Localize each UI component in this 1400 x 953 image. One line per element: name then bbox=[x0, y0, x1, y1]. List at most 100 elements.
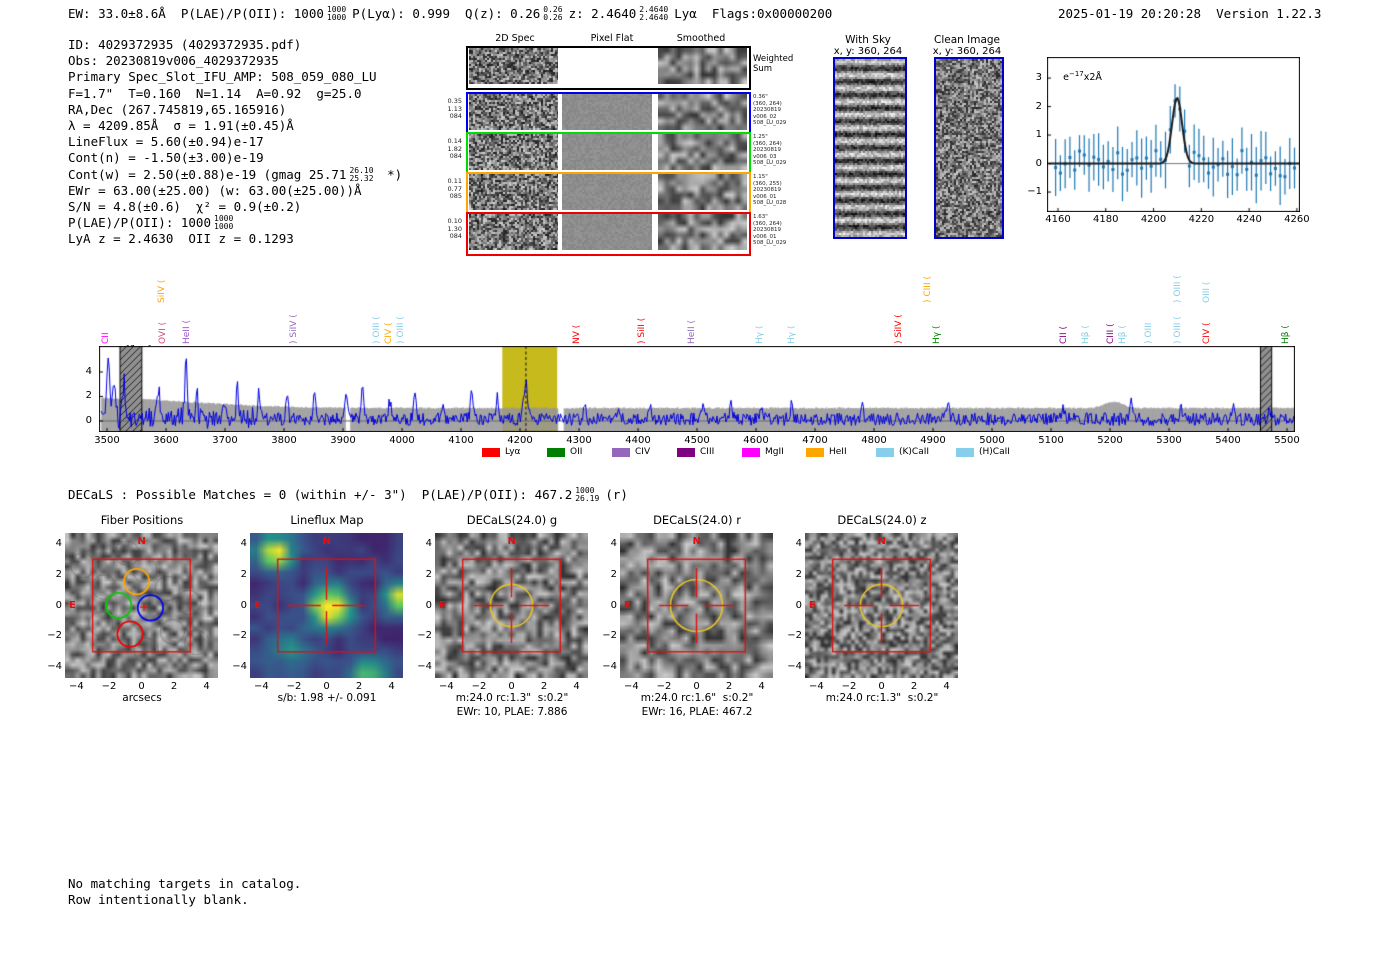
emission-line-label: CIV ( bbox=[1202, 322, 1213, 344]
legend-item: CIV bbox=[612, 447, 650, 457]
info-line-lambda: λ = 4209.85Å σ = 1.91(±0.45)Å bbox=[68, 118, 294, 133]
panel-y-tick-label: 4 bbox=[240, 537, 247, 549]
panel-y-tick-label: −4 bbox=[602, 661, 617, 673]
footer-blank-row: Row intentionally blank. bbox=[68, 892, 249, 907]
decals-text: DECaLS : Possible Matches = 0 (within +/… bbox=[68, 487, 573, 502]
fiber-positions-image bbox=[65, 533, 218, 678]
spec2d-right-value: (360, 255) bbox=[753, 180, 782, 187]
main-x-tick-label: 3900 bbox=[330, 435, 356, 446]
emission-line-label: Hγ ( bbox=[932, 325, 943, 344]
header-ew-plae: EW: 33.0±8.6Å P(LAE)/P(OII): 1000 bbox=[68, 6, 324, 21]
emission-line-label: OIII ( bbox=[1202, 281, 1213, 303]
panel-y-tick-label: −4 bbox=[787, 661, 802, 673]
panel-title-decals-r: DECaLS(24.0) r bbox=[653, 513, 741, 527]
frac-sub: 1000 bbox=[326, 12, 347, 22]
decals-z-image bbox=[805, 533, 958, 678]
spec2d-segment bbox=[562, 134, 652, 170]
panel-y-tick-label: 0 bbox=[240, 599, 247, 611]
panel-title-decals-g: DECaLS(24.0) g bbox=[466, 513, 558, 527]
info-line-radec: RA,Dec (267.745819,65.165916) bbox=[68, 102, 286, 117]
report-datetime: 2025-01-19 20:20:28 bbox=[1058, 6, 1201, 21]
main-x-tick-label: 3500 bbox=[94, 435, 120, 446]
header-plya-qz: P(Lyα): 0.999 Q(z): 0.26 bbox=[352, 6, 541, 21]
panel-y-tick-label: −2 bbox=[47, 630, 62, 642]
spec2d-row-right-label: 1.63" (360, 264) 20230819 v006_01 508_LU_029 bbox=[753, 214, 786, 247]
fraction: 0.26 0.26 bbox=[543, 6, 562, 21]
info-line-sn: S/N = 4.8(±0.6) χ² = 0.9(±0.2) bbox=[68, 199, 301, 214]
info-text: Obs: 20230819v006_4029372935 bbox=[68, 53, 279, 68]
emission-line-label: ) OIII ( bbox=[395, 316, 406, 344]
north-marker: N bbox=[692, 536, 701, 547]
panel-y-tick-label: −2 bbox=[602, 630, 617, 642]
decals-r-mag: m:24.0 rc:1.6" s:0.2" bbox=[640, 692, 754, 704]
legend-swatch bbox=[482, 447, 500, 457]
panel-x-tick-label: 4 bbox=[388, 681, 395, 692]
panel-y-tick-label: 2 bbox=[425, 568, 432, 580]
spec2d-right-value: (360, 264) bbox=[753, 140, 782, 147]
info-text: F=1.7" T=0.160 N=1.14 A=0.92 g=25.0 bbox=[68, 86, 362, 101]
inset-x-tick-label: 4180 bbox=[1093, 214, 1119, 225]
spec2d-row bbox=[466, 212, 751, 256]
spec2d-right-value: Sum bbox=[753, 64, 773, 74]
footer-text: No matching targets in catalog. bbox=[68, 876, 302, 891]
spec2d-right-value: 20230819 bbox=[753, 147, 781, 154]
main-x-tick-label: 5100 bbox=[1038, 435, 1064, 446]
spec2d-left-value: 0.77 bbox=[447, 184, 462, 193]
info-text: S/N = 4.8(±0.6) χ² = 0.9(±0.2) bbox=[68, 199, 302, 214]
withsky-image bbox=[833, 57, 907, 239]
main-y-tick-label: 0 bbox=[85, 414, 92, 426]
spec2d-right-value: v006_03 bbox=[753, 153, 777, 160]
spec2d-right-value: 1.15" bbox=[753, 174, 768, 180]
emission-line-label: Hγ ( bbox=[787, 325, 798, 344]
spec2d-row-left-label: 0.14 1.82 084 bbox=[440, 137, 462, 161]
main-x-tick-label: 4200 bbox=[507, 435, 533, 446]
legend-swatch bbox=[876, 447, 894, 457]
inset-spectrum-canvas bbox=[1047, 57, 1300, 212]
info-text: *) bbox=[379, 167, 403, 182]
panel-x-tick-label: −2 bbox=[471, 681, 487, 692]
spec2d-right-value: (360, 264) bbox=[753, 100, 782, 107]
spec2d-row-left-label: 0.35 1.13 084 bbox=[440, 97, 462, 121]
info-text: Primary Spec_Slot_IFU_AMP: 508_059_080_L… bbox=[68, 69, 377, 84]
panel-x-tick-label: −4 bbox=[809, 681, 824, 692]
spec2d-segment bbox=[469, 48, 558, 84]
panel-y-tick-label: 0 bbox=[610, 599, 617, 611]
panel-x-tick-label: 4 bbox=[943, 681, 950, 692]
info-text: LyA z = 2.4630 OII z = 0.1293 bbox=[68, 231, 294, 246]
decals-g-mag: m:24.0 rc:1.3" s:0.2" bbox=[455, 692, 569, 704]
unit-base: e bbox=[1063, 72, 1069, 84]
panel-y-tick-label: 0 bbox=[795, 599, 802, 611]
legend-label: CIII bbox=[700, 447, 715, 457]
legend-swatch bbox=[612, 447, 630, 457]
spec2d-segment bbox=[469, 134, 558, 170]
decals-g-plae: EWr: 10, PLAE: 7.886 bbox=[456, 706, 568, 718]
inset-y-tick-label: 1 bbox=[1035, 129, 1042, 141]
main-x-tick-label: 4600 bbox=[743, 435, 769, 446]
info-line-primary: Primary Spec_Slot_IFU_AMP: 508_059_080_L… bbox=[68, 69, 377, 84]
panel-x-tick-label: −2 bbox=[841, 681, 857, 692]
frac-sub: 2.4640 bbox=[639, 12, 669, 22]
info-text: λ = 4209.85Å σ = 1.91(±0.45)Å bbox=[68, 118, 294, 133]
legend-item: (K)CaII bbox=[876, 447, 929, 457]
main-y-tick-label: 2 bbox=[85, 390, 92, 402]
spec2d-left-value: 084 bbox=[449, 112, 462, 120]
inset-x-tick-label: 4240 bbox=[1236, 214, 1262, 225]
info-text: RA,Dec (267.745819,65.165916) bbox=[68, 102, 287, 117]
header-z: z: 2.4640 bbox=[568, 6, 637, 21]
inset-y-tick-label: 2 bbox=[1035, 100, 1042, 112]
main-x-tick-label: 4500 bbox=[684, 435, 710, 446]
legend-item: MgII bbox=[742, 447, 784, 457]
panel-y-tick-label: −2 bbox=[787, 630, 802, 642]
frac-sub: 25.32 bbox=[349, 173, 374, 183]
legend-item: CIII bbox=[677, 447, 714, 457]
panel-y-tick-label: 4 bbox=[425, 537, 432, 549]
legend-swatch bbox=[547, 447, 565, 457]
emission-line-label: NV ( bbox=[572, 324, 583, 344]
east-marker: E bbox=[624, 599, 631, 611]
decals-r-image bbox=[620, 533, 773, 678]
panel-x-tick-label: 2 bbox=[540, 681, 548, 692]
main-spectrum-canvas bbox=[99, 346, 1295, 432]
spec2d-row-left-label: 0.10 1.30 084 bbox=[440, 217, 462, 241]
spec2d-title-smoothed: Smoothed bbox=[676, 33, 726, 44]
info-line-redshifts: LyA z = 2.4630 OII z = 0.1293 bbox=[68, 231, 294, 246]
